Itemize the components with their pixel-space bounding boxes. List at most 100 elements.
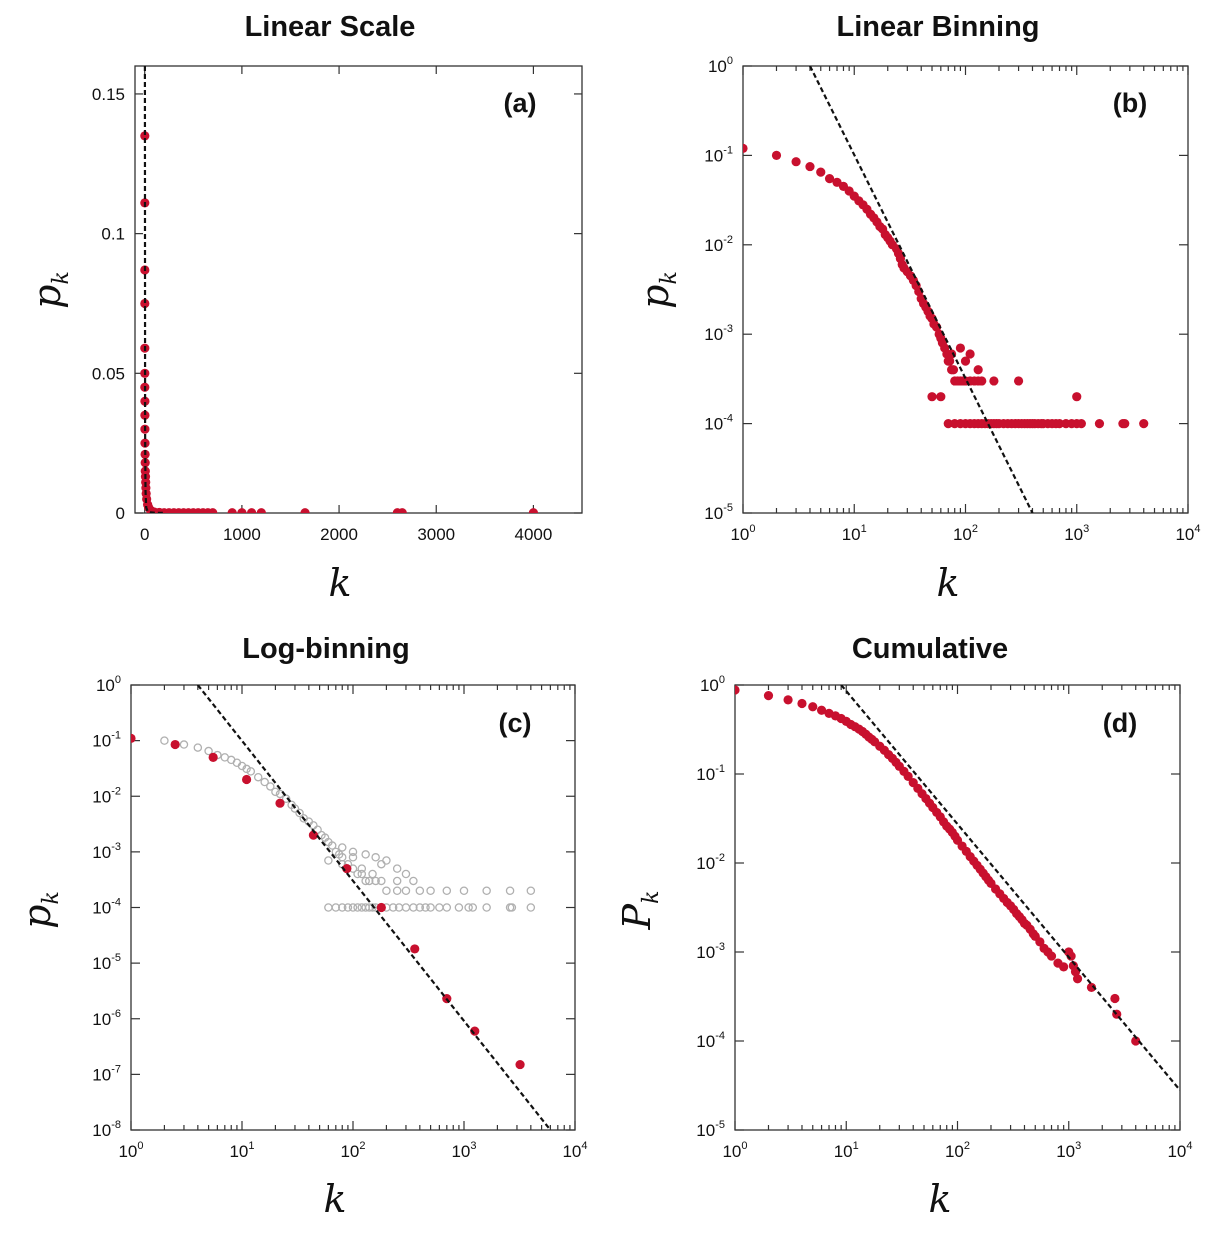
data-point: [1013, 376, 1024, 386]
data-point-open: [388, 903, 398, 912]
plot-frame: [734, 684, 1181, 1131]
data-point: [824, 174, 835, 184]
data-point-open: [253, 772, 263, 782]
x-tick-label: 102: [953, 523, 978, 544]
chart-title: Linear Binning: [837, 11, 1040, 43]
panel-label: (c): [499, 708, 532, 738]
data-point-open: [246, 767, 256, 776]
y-tick-label: 0: [116, 504, 125, 523]
data-point-open: [382, 886, 391, 896]
data-point-open: [281, 794, 291, 804]
data-point-open: [415, 903, 425, 912]
chart-title: Log-binning: [242, 633, 410, 665]
data-point-open: [377, 876, 386, 886]
data-layer: [140, 66, 539, 513]
x-tick-label: 104: [1175, 523, 1200, 544]
x-tick-label: 100: [730, 523, 755, 544]
y-tick-label: 0.1: [101, 225, 125, 244]
data-point: [947, 349, 957, 359]
power-law-fit-line: [809, 66, 1034, 513]
power-law-fit-line: [840, 685, 1180, 1091]
data-point: [808, 702, 818, 712]
data-point-open: [468, 903, 478, 912]
data-point: [1072, 392, 1082, 402]
data-point-open: [353, 869, 362, 879]
data-point-open: [361, 876, 370, 886]
data-point: [300, 508, 310, 513]
data-point: [140, 410, 150, 420]
data-point-open: [401, 869, 411, 879]
data-point-open: [327, 841, 337, 850]
data-point: [1086, 982, 1097, 993]
panel-c: Log-binning 100 101 102 103 104 10-8 10-7 10-6 10…: [15, 633, 588, 1221]
data-point: [1072, 974, 1083, 984]
data-point-open: [526, 903, 536, 912]
data-point: [1120, 419, 1130, 429]
data-point: [783, 695, 793, 705]
data-point-open: [409, 903, 418, 912]
data-point-open: [482, 903, 491, 912]
x-tick-label: 104: [562, 1140, 587, 1161]
data-point-open: [482, 886, 491, 896]
y-axis-label: pk: [25, 271, 74, 309]
x-tick-label: 100: [722, 1140, 747, 1161]
data-point-open: [409, 876, 418, 886]
data-point-open: [415, 886, 425, 896]
data-layer: [735, 685, 1180, 1091]
data-point: [903, 771, 913, 781]
data-point: [140, 396, 150, 406]
data-point: [131, 733, 136, 743]
data-point-open: [337, 843, 347, 852]
data-point-open: [271, 787, 280, 797]
data-point: [797, 698, 807, 709]
panel-a: Linear Scale 0 1000 2000 3000 4000 0 0.05 0.1 0.1…: [25, 11, 583, 605]
data-point: [816, 705, 827, 715]
chart-title: Linear Scale: [245, 11, 416, 43]
data-point: [1076, 419, 1086, 429]
data-point-open: [526, 886, 536, 896]
data-point: [771, 150, 782, 160]
data-point: [816, 167, 826, 177]
data-point: [208, 508, 218, 513]
chart-title: Cumulative: [852, 633, 1008, 665]
data-point-open: [348, 847, 358, 857]
panel-label: (a): [504, 88, 537, 118]
data-point-open: [242, 764, 251, 774]
y-tick-label: 10-1: [704, 144, 733, 165]
data-point: [945, 356, 955, 366]
x-tick-label: 0: [140, 525, 149, 544]
data-point: [948, 365, 959, 375]
data-point: [735, 685, 740, 695]
data-point-open: [343, 903, 353, 912]
data-point: [256, 508, 266, 513]
data-point: [247, 508, 257, 513]
data-point-open: [464, 903, 473, 912]
data-point-open: [442, 886, 452, 896]
data-point: [973, 365, 983, 375]
y-tick-label: 10-4: [704, 413, 733, 434]
data-point-open: [204, 746, 213, 756]
data-point-open: [392, 886, 402, 896]
data-point-open: [442, 903, 452, 912]
data-point-open: [364, 876, 374, 886]
x-tick-label: 1000: [223, 525, 261, 544]
y-tick-label: 0.15: [92, 85, 125, 104]
data-point: [227, 508, 237, 513]
data-point-open: [324, 856, 333, 865]
data-point-open: [160, 736, 169, 745]
data-point-open: [337, 903, 347, 912]
data-point-open: [331, 903, 341, 912]
x-tick-label: 3000: [417, 525, 455, 544]
x-tick-label: 2000: [320, 525, 358, 544]
data-layer: [743, 66, 1149, 513]
x-axis-label: k: [928, 1177, 951, 1221]
y-tick-label: 10-8: [92, 1119, 121, 1140]
data-point-open: [179, 740, 189, 749]
data-point-open: [357, 869, 367, 879]
data-point: [977, 376, 987, 386]
data-point: [208, 752, 218, 762]
data-point: [275, 798, 285, 808]
data-point-open: [507, 903, 517, 912]
y-tick-label: 100: [700, 674, 725, 695]
